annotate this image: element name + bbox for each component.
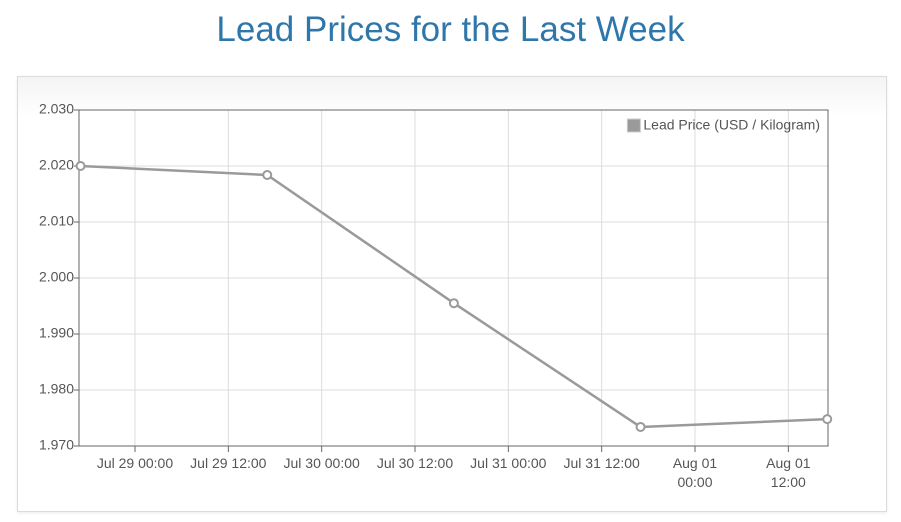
y-tick-label: 2.000 (39, 269, 74, 285)
y-tick-label: 2.020 (39, 157, 74, 173)
x-tick-label: Aug 01 00:00 (672, 455, 718, 490)
y-tick-label: 1.990 (39, 325, 74, 341)
x-tick-label: Jul 29 12:00 (190, 455, 267, 471)
x-tick-label: Jul 29 00:00 (96, 455, 174, 471)
y-tick-label: 1.980 (39, 381, 74, 397)
legend-label: Lead Price (USD / Kilogram) (643, 117, 820, 133)
data-point (262, 169, 273, 180)
legend-swatch (626, 118, 641, 133)
x-tick-label: Jul 31 12:00 (563, 455, 640, 471)
plot-border (78, 109, 829, 447)
chart-title: Lead Prices for the Last Week (216, 10, 685, 49)
x-tick-label: Jul 30 00:00 (283, 455, 360, 471)
data-point (635, 421, 646, 432)
data-point (75, 161, 86, 171)
x-tick-label: Jul 31 00:00 (470, 455, 547, 471)
data-point (822, 414, 833, 425)
x-tick-label: Aug 01 12:00 (766, 455, 811, 490)
y-tick-label: 2.030 (39, 101, 74, 117)
x-tick-label: Jul 30 12:00 (376, 455, 454, 471)
y-tick-label: 1.970 (39, 437, 74, 453)
data-point (448, 298, 459, 309)
y-tick-label: 2.010 (39, 213, 74, 229)
